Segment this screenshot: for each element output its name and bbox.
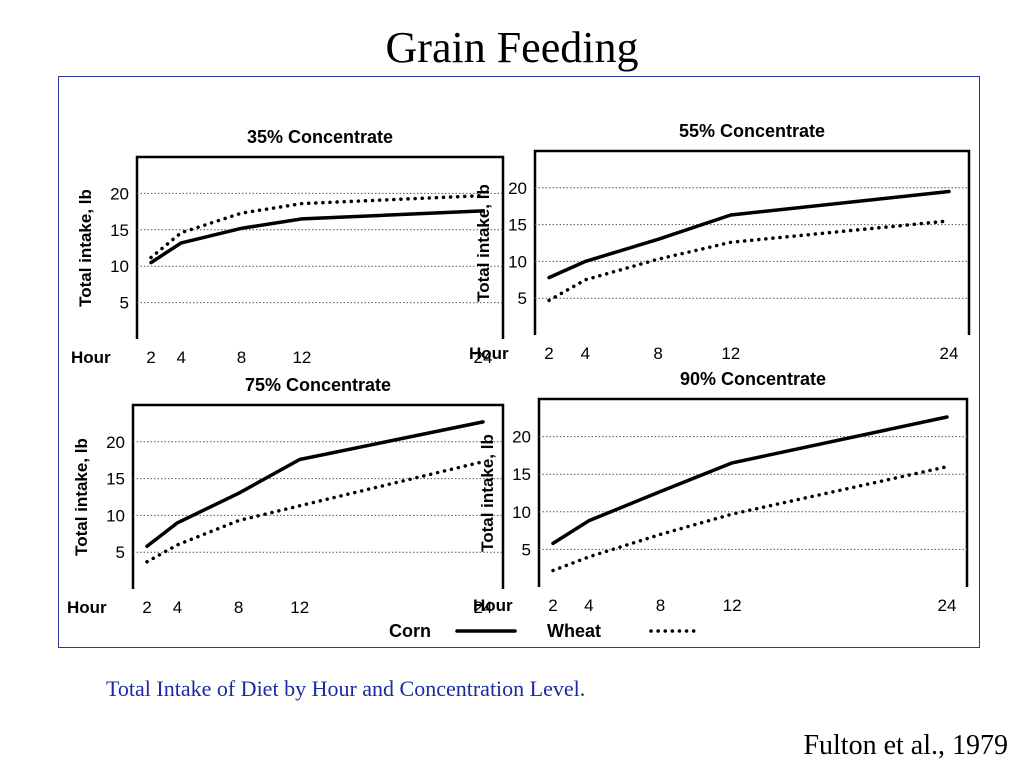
- x-tick-label: 24: [940, 344, 959, 363]
- series-line-corn: [149, 209, 485, 265]
- y-tick-label: 20: [110, 184, 129, 203]
- series-line-corn: [551, 415, 949, 546]
- slide-title: Grain Feeding: [385, 23, 639, 72]
- y-tick-label: 20: [106, 433, 125, 452]
- x-tick-label: 24: [938, 596, 957, 615]
- y-tick-label: 20: [512, 428, 531, 447]
- series-line-corn: [547, 189, 951, 280]
- plot-frame-4: [537, 397, 969, 587]
- panel-title: 35% Concentrate: [247, 127, 393, 147]
- y-tick-label: 5: [522, 540, 531, 559]
- plot-frame-2: [533, 149, 971, 335]
- x-tick-label: 2: [544, 344, 553, 363]
- y-axis-label: Total intake, lb: [474, 184, 493, 302]
- y-axis-label: Total intake, lb: [478, 434, 497, 552]
- y-tick-label: 20: [508, 179, 527, 198]
- series-line-wheat: [149, 193, 485, 260]
- y-axis-label: Total intake, lb: [72, 438, 91, 556]
- y-tick-label: 15: [110, 221, 129, 240]
- figure-frame: 5 10 15 20 2 4 8 12 24 Hour Total intake, lb 35% Co…: [58, 76, 980, 648]
- y-axis-label: Total intake, lb: [76, 189, 95, 307]
- y-tick-label: 10: [110, 257, 129, 276]
- panel-title: 90% Concentrate: [680, 369, 826, 389]
- y-tick-label: 5: [116, 543, 125, 562]
- x-tick-label: 8: [237, 348, 246, 367]
- plot-frame-1: [135, 155, 505, 339]
- x-axis-label: Hour: [67, 598, 107, 617]
- y-tick-label: 15: [106, 470, 125, 489]
- x-tick-label: 8: [656, 596, 665, 615]
- series-line-wheat: [145, 459, 485, 564]
- x-tick-label: 2: [142, 598, 151, 617]
- y-tick-label: 5: [518, 289, 527, 308]
- x-tick-label: 2: [146, 348, 155, 367]
- x-tick-label: 12: [721, 344, 740, 363]
- x-tick-label: 12: [290, 598, 309, 617]
- y-tick-label: 10: [106, 506, 125, 525]
- series-line-corn: [145, 420, 485, 549]
- y-tick-label: 5: [120, 294, 129, 313]
- x-tick-label: 12: [292, 348, 311, 367]
- x-tick-label: 12: [723, 596, 742, 615]
- x-tick-label: 4: [173, 598, 182, 617]
- figure-caption: Total Intake of Diet by Hour and Concent…: [106, 676, 586, 701]
- panel-title: 75% Concentrate: [245, 375, 391, 395]
- x-axis-label: Hour: [71, 348, 111, 367]
- series-line-wheat: [547, 219, 951, 303]
- x-tick-label: 8: [653, 344, 662, 363]
- panel-title: 55% Concentrate: [679, 121, 825, 141]
- x-tick-label: 4: [584, 596, 593, 615]
- plot-frame-3: [131, 403, 505, 589]
- y-tick-label: 15: [512, 465, 531, 484]
- x-tick-label: 24: [474, 598, 493, 617]
- x-axis-label: Hour: [469, 344, 509, 363]
- x-tick-label: 8: [234, 598, 243, 617]
- legend-label-corn: Corn: [389, 621, 431, 641]
- source-citation: Fulton et al., 1979: [803, 730, 1008, 761]
- y-tick-label: 15: [508, 216, 527, 235]
- x-tick-label: 24: [474, 348, 493, 367]
- y-tick-label: 10: [508, 252, 527, 271]
- legend-label-wheat: Wheat: [547, 621, 601, 641]
- series-line-wheat: [551, 464, 949, 573]
- x-tick-label: 4: [581, 344, 590, 363]
- x-tick-label: 2: [548, 596, 557, 615]
- x-tick-label: 4: [176, 348, 185, 367]
- y-tick-label: 10: [512, 503, 531, 522]
- x-axis-label: Hour: [473, 596, 513, 615]
